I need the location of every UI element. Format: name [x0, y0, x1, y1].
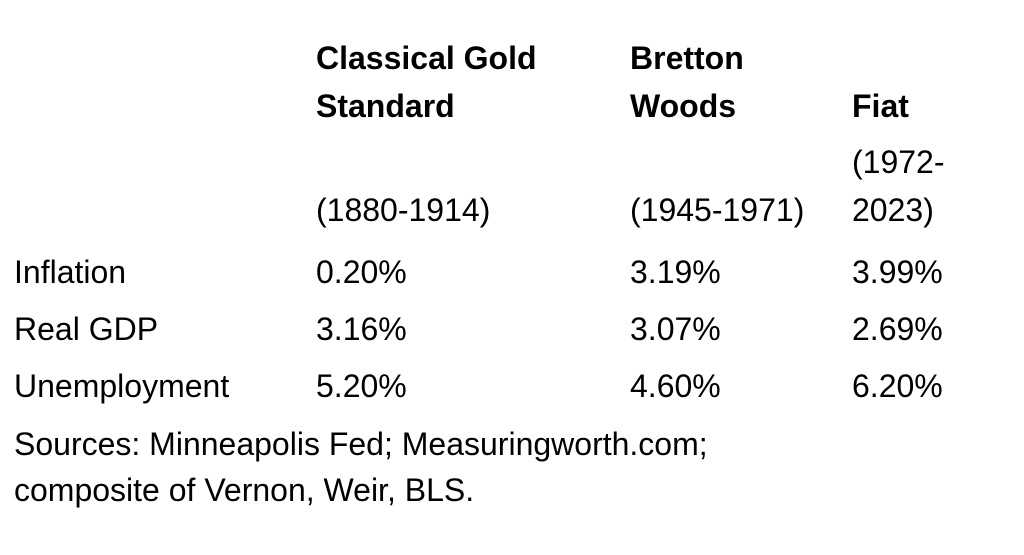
- sources-note: Sources: Minneapolis Fed; Measuringworth…: [14, 426, 708, 508]
- header-name-row: Classical Gold Standard Bretton Woods Fi…: [14, 34, 1010, 130]
- period-bretton-woods: (1945-1971): [630, 192, 805, 228]
- cell-real-gdp-fiat: 2.69%: [852, 311, 943, 348]
- table-row-real-gdp: Real GDP 3.16% 3.07% 2.69%: [14, 291, 1010, 348]
- row-label-real-gdp: Real GDP: [14, 311, 159, 348]
- cell-unemployment-classical: 5.20%: [316, 368, 407, 405]
- table-row-unemployment: Unemployment 5.20% 4.60% 6.20%: [14, 348, 1010, 405]
- cell-unemployment-fiat: 6.20%: [852, 368, 943, 405]
- col-header-fiat: Fiat: [852, 88, 909, 124]
- cell-real-gdp-classical: 3.16%: [316, 311, 407, 348]
- cell-real-gdp-bretton: 3.07%: [630, 311, 721, 348]
- page: Classical Gold Standard Bretton Woods Fi…: [14, 34, 1010, 508]
- cell-inflation-bretton: 3.19%: [630, 254, 721, 291]
- row-label-unemployment: Unemployment: [14, 368, 230, 405]
- cell-inflation-fiat: 3.99%: [852, 254, 943, 291]
- corner-cell: [14, 130, 316, 234]
- period-fiat: (1972-2023): [852, 144, 945, 228]
- col-header-bretton-woods: Bretton Woods: [630, 40, 744, 124]
- cell-unemployment-bretton: 4.60%: [630, 368, 721, 405]
- monetary-regimes-table: Classical Gold Standard Bretton Woods Fi…: [14, 34, 1010, 405]
- cell-inflation-classical: 0.20%: [316, 254, 407, 291]
- col-header-classical-gold-standard: Classical Gold Standard: [316, 40, 537, 124]
- period-classical-gold-standard: (1880-1914): [316, 192, 491, 228]
- row-label-inflation: Inflation: [14, 254, 127, 291]
- table-row-inflation: Inflation 0.20% 3.19% 3.99%: [14, 234, 1010, 291]
- corner-cell: [14, 34, 316, 130]
- header-period-row: (1880-1914) (1945-1971) (1972-2023): [14, 130, 1010, 234]
